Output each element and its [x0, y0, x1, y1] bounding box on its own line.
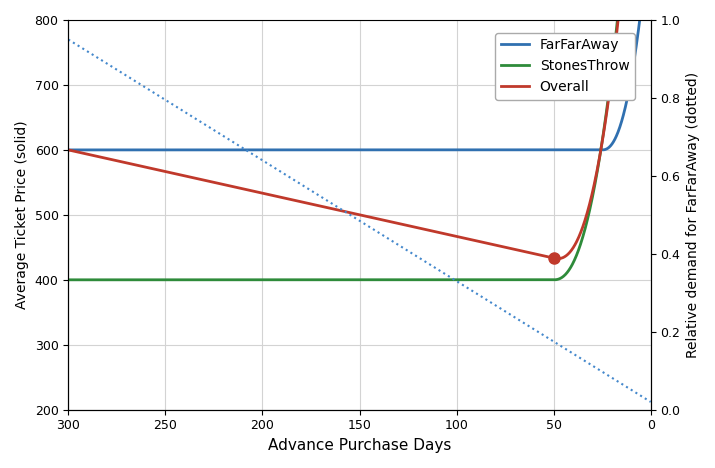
Overall [347, 210, 356, 216]
Overall [332, 207, 340, 212]
FarFarAway [94, 147, 102, 153]
Line: StonesThrow: StonesThrow [68, 0, 651, 280]
StonesThrow [94, 277, 102, 283]
Y-axis label: Relative demand for FarFarAway (dotted): Relative demand for FarFarAway (dotted) [686, 72, 700, 358]
Overall [523, 249, 531, 255]
FarFarAway [629, 61, 638, 67]
FarFarAway [629, 59, 638, 65]
FarFarAway [64, 147, 72, 153]
Line: FarFarAway: FarFarAway [68, 0, 651, 150]
StonesThrow [523, 277, 531, 283]
FarFarAway [347, 147, 356, 153]
Overall [94, 154, 102, 159]
Y-axis label: Average Ticket Price (solid): Average Ticket Price (solid) [15, 121, 29, 309]
StonesThrow [64, 277, 72, 283]
Legend: FarFarAway, StonesThrow, Overall: FarFarAway, StonesThrow, Overall [495, 33, 635, 100]
FarFarAway [523, 147, 531, 153]
Overall [64, 147, 72, 153]
StonesThrow [332, 277, 340, 283]
Line: Overall: Overall [68, 0, 651, 259]
FarFarAway [332, 147, 340, 153]
X-axis label: Advance Purchase Days: Advance Purchase Days [268, 438, 451, 453]
StonesThrow [347, 277, 356, 283]
Overall [553, 256, 562, 262]
